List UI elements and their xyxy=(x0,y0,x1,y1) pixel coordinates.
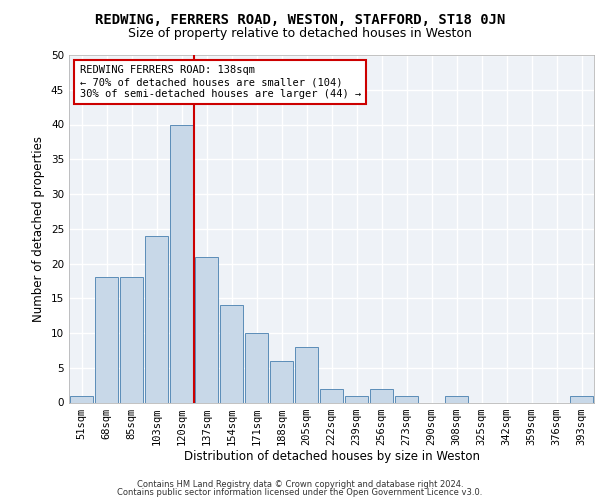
Bar xyxy=(70,396,93,402)
X-axis label: Distribution of detached houses by size in Weston: Distribution of detached houses by size … xyxy=(184,450,479,464)
Bar xyxy=(395,396,418,402)
Bar xyxy=(95,278,118,402)
Bar xyxy=(245,333,268,402)
Bar xyxy=(195,256,218,402)
Bar xyxy=(220,305,243,402)
Text: Contains public sector information licensed under the Open Government Licence v3: Contains public sector information licen… xyxy=(118,488,482,497)
Y-axis label: Number of detached properties: Number of detached properties xyxy=(32,136,46,322)
Bar xyxy=(445,396,468,402)
Bar xyxy=(170,124,193,402)
Bar xyxy=(370,388,393,402)
Bar xyxy=(145,236,168,402)
Bar xyxy=(345,396,368,402)
Text: Size of property relative to detached houses in Weston: Size of property relative to detached ho… xyxy=(128,28,472,40)
Text: REDWING, FERRERS ROAD, WESTON, STAFFORD, ST18 0JN: REDWING, FERRERS ROAD, WESTON, STAFFORD,… xyxy=(95,12,505,26)
Bar xyxy=(295,347,318,403)
Bar xyxy=(570,396,593,402)
Bar xyxy=(120,278,143,402)
Bar xyxy=(270,361,293,403)
Text: REDWING FERRERS ROAD: 138sqm
← 70% of detached houses are smaller (104)
30% of s: REDWING FERRERS ROAD: 138sqm ← 70% of de… xyxy=(79,66,361,98)
Bar xyxy=(320,388,343,402)
Text: Contains HM Land Registry data © Crown copyright and database right 2024.: Contains HM Land Registry data © Crown c… xyxy=(137,480,463,489)
